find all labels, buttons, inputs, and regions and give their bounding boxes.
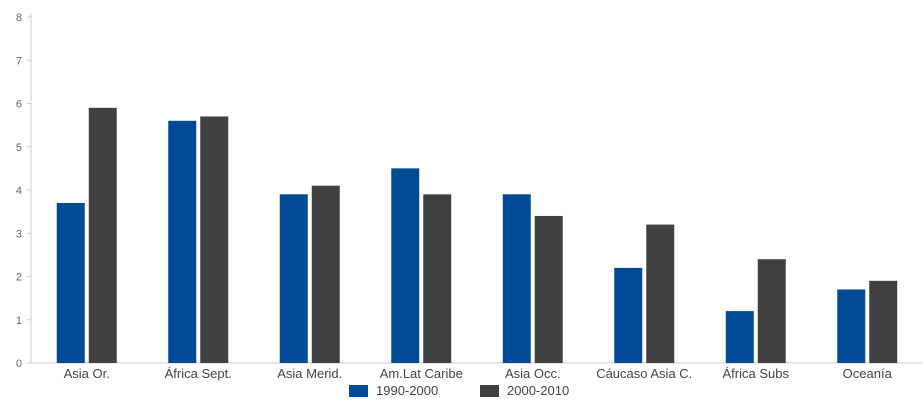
y-tick-label: 4: [16, 185, 22, 197]
y-tick-label: 6: [16, 99, 22, 111]
bar-series-2: [534, 215, 563, 363]
y-tick-label: 2: [16, 272, 22, 284]
x-tick-label: Cáucaso Asia C.: [596, 366, 692, 381]
bar-series-1: [614, 267, 643, 363]
y-tick-label: 0: [16, 358, 22, 370]
bars: [56, 107, 898, 363]
bar-series-2: [869, 280, 898, 363]
x-tick-label: Asia Merid.: [277, 366, 342, 381]
bar-series-2: [88, 107, 117, 363]
x-tick-label: Oceanía: [843, 366, 893, 381]
x-tick-label: Asia Or.: [64, 366, 110, 381]
x-axis: Asia Or. África Sept. Asia Merid. Am.Lat Ca…: [31, 362, 923, 381]
bar-series-2: [757, 259, 786, 363]
y-tick-label: 3: [16, 228, 22, 240]
legend-label: 1990-2000: [376, 383, 438, 398]
legend-label: 2000-2010: [507, 383, 569, 398]
bar-series-1: [502, 194, 531, 363]
x-tick-label: África Subs: [723, 366, 790, 381]
bar-series-1: [56, 202, 85, 363]
legend: 1990-2000 2000-2010: [349, 383, 569, 398]
bar-series-1: [391, 168, 420, 363]
legend-swatch: [349, 385, 368, 397]
bar-series-1: [279, 194, 308, 363]
x-tick-label: África Sept.: [165, 366, 232, 381]
y-tick-label: 5: [16, 142, 22, 154]
y-tick-label: 1: [16, 315, 22, 327]
bar-series-2: [200, 116, 229, 363]
y-axis: 0 1 2 3 4 5 6 7 8: [16, 12, 32, 370]
bar-series-1: [168, 120, 197, 363]
y-tick-label: 7: [16, 55, 22, 67]
bar-series-1: [837, 289, 866, 363]
legend-swatch: [480, 385, 499, 397]
bar-series-2: [646, 224, 675, 363]
bar-series-2: [423, 194, 452, 363]
bar-series-2: [311, 185, 340, 363]
y-tick-label: 8: [16, 12, 22, 24]
x-tick-label: Asia Occ.: [505, 366, 561, 381]
x-tick-label: Am.Lat Caribe: [380, 366, 463, 381]
bar-series-1: [725, 311, 754, 363]
